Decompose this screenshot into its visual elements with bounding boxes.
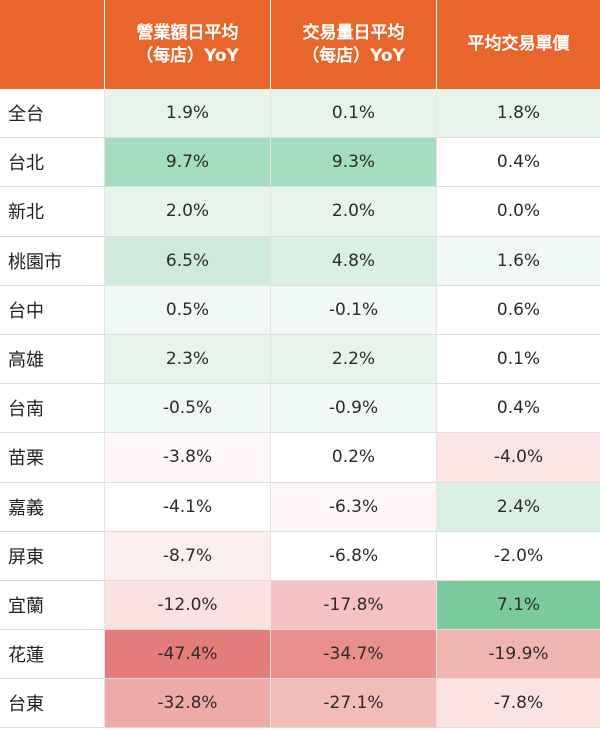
revenue-yoy-cell: -4.1% xyxy=(105,482,271,532)
header-avg-ticket: 平均交易單價 xyxy=(437,0,600,89)
transactions-yoy-cell: 0.1% xyxy=(271,89,437,139)
revenue-yoy-cell: 6.5% xyxy=(105,236,271,286)
avg-ticket-cell: 0.1% xyxy=(437,334,600,385)
avg-ticket-cell: 1.8% xyxy=(437,89,600,139)
region-label: 台中 xyxy=(0,285,105,335)
region-label: 桃園市 xyxy=(0,236,105,286)
avg-ticket-cell: 7.1% xyxy=(437,580,600,631)
revenue-yoy-cell: 2.0% xyxy=(105,187,271,237)
avg-ticket-cell: -7.8% xyxy=(437,679,600,729)
region-label: 台北 xyxy=(0,138,105,188)
transactions-yoy-cell: 2.2% xyxy=(271,334,437,385)
region-label: 嘉義 xyxy=(0,482,105,532)
transactions-yoy-cell: -34.7% xyxy=(271,630,437,680)
transactions-yoy-cell: -0.9% xyxy=(271,384,437,434)
revenue-yoy-cell: -3.8% xyxy=(105,433,271,483)
transactions-yoy-cell: -0.1% xyxy=(271,285,437,335)
transactions-yoy-cell: 4.8% xyxy=(271,236,437,286)
region-label: 台南 xyxy=(0,384,105,434)
revenue-yoy-cell: 0.5% xyxy=(105,285,271,335)
avg-ticket-cell: 0.4% xyxy=(437,384,600,434)
region-label: 宜蘭 xyxy=(0,580,105,631)
avg-ticket-cell: -4.0% xyxy=(437,433,600,483)
transactions-yoy-cell: -6.8% xyxy=(271,531,437,581)
region-label: 全台 xyxy=(0,89,105,139)
avg-ticket-cell: 0.0% xyxy=(437,187,600,237)
revenue-yoy-cell: -8.7% xyxy=(105,531,271,581)
region-label: 屏東 xyxy=(0,531,105,581)
avg-ticket-cell: 0.6% xyxy=(437,285,600,335)
header-revenue-yoy: 營業額日平均 （每店）YoY xyxy=(105,0,271,89)
avg-ticket-cell: 2.4% xyxy=(437,482,600,532)
transactions-yoy-cell: -6.3% xyxy=(271,482,437,532)
transactions-yoy-cell: 9.3% xyxy=(271,138,437,188)
region-label: 高雄 xyxy=(0,334,105,385)
revenue-yoy-cell: 2.3% xyxy=(105,334,271,385)
transactions-yoy-cell: -17.8% xyxy=(271,580,437,631)
region-label: 花蓮 xyxy=(0,630,105,680)
transactions-yoy-cell: 2.0% xyxy=(271,187,437,237)
header-region-blank xyxy=(0,0,105,89)
transactions-yoy-cell: -27.1% xyxy=(271,679,437,729)
avg-ticket-cell: -2.0% xyxy=(437,531,600,581)
region-label: 台東 xyxy=(0,679,105,729)
avg-ticket-cell: 1.6% xyxy=(437,236,600,286)
revenue-yoy-cell: 9.7% xyxy=(105,138,271,188)
header-transactions-yoy: 交易量日平均 （每店）YoY xyxy=(271,0,437,89)
transactions-yoy-cell: 0.2% xyxy=(271,433,437,483)
revenue-yoy-cell: -32.8% xyxy=(105,679,271,729)
revenue-yoy-cell: -0.5% xyxy=(105,384,271,434)
avg-ticket-cell: 0.4% xyxy=(437,138,600,188)
region-label: 苗栗 xyxy=(0,433,105,483)
revenue-yoy-cell: -47.4% xyxy=(105,630,271,680)
region-label: 新北 xyxy=(0,187,105,237)
revenue-yoy-cell: -12.0% xyxy=(105,580,271,631)
avg-ticket-cell: -19.9% xyxy=(437,630,600,680)
revenue-yoy-cell: 1.9% xyxy=(105,89,271,139)
